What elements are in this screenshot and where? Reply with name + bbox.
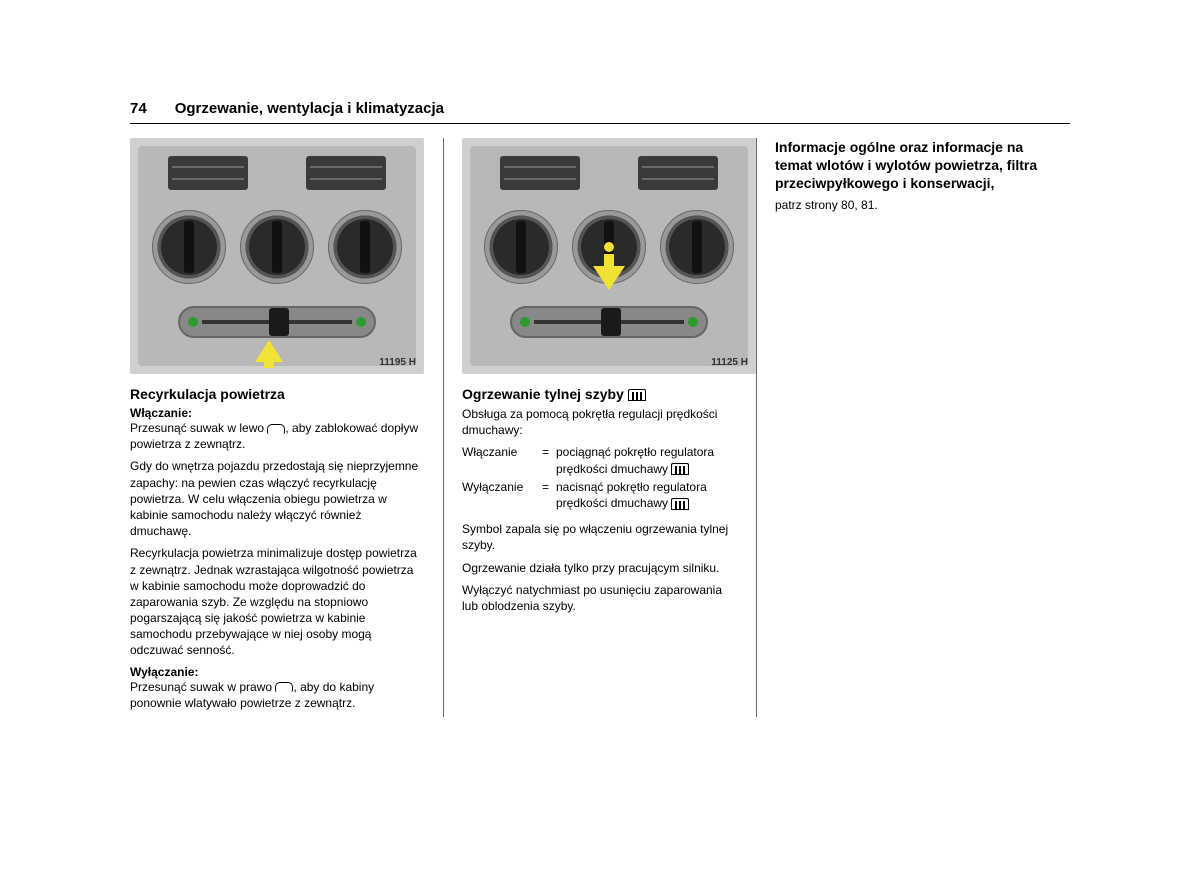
text-off-instruction: Przesunąć suwak w prawo , aby do kabiny … <box>130 679 425 711</box>
illustration-defrost: 11125 H <box>462 138 756 374</box>
slider-icon <box>510 306 708 338</box>
text-fragment: pociągnąć pokrętło regulatora prędkości … <box>556 445 714 475</box>
text-humidity-warning: Recyrkulacja powietrza minimalizuje dost… <box>130 545 425 658</box>
column-2: 11125 H Ogrzewanie tylnej szyby Obsługa … <box>443 138 756 717</box>
knob-icon <box>480 206 562 288</box>
rear-defrost-icon <box>628 389 646 401</box>
definition-off: Wyłączanie = nacisnąć pokrętło regulator… <box>462 479 738 511</box>
label-off: Wyłączanie: <box>130 665 425 679</box>
definition-on: Włączanie = pociągnąć pokrętło regulator… <box>462 444 738 476</box>
text-indicator: Symbol zapala się po włączeniu ogrzewani… <box>462 521 738 553</box>
equals-sign: = <box>542 444 556 476</box>
heading-text: Ogrzewanie tylnej szyby <box>462 386 628 402</box>
text-switch-off: Wyłączyć natychmiast po usunięciu zaparo… <box>462 582 738 614</box>
section-heading-recirc: Recyrkulacja powietrza <box>130 386 425 402</box>
manual-page: 74 Ogrzewanie, wentylacja i klimatyzacja <box>130 100 1070 717</box>
page-number: 74 <box>130 100 147 117</box>
knob-icon <box>656 206 738 288</box>
recirculation-icon <box>267 424 285 434</box>
text-operation: Obsługa za pomocą pokrętła regulacji prę… <box>462 406 738 438</box>
page-reference: patrz strony 80, 81. <box>775 197 1051 213</box>
def-value: pociągnąć pokrętło regulatora prędkości … <box>556 444 738 476</box>
section-heading-defrost: Ogrzewanie tylnej szyby <box>462 386 738 402</box>
def-value: nacisnąć pokrętło regulatora prędkości d… <box>556 479 738 511</box>
def-term: Włączanie <box>462 444 542 476</box>
text-on-instruction: Przesunąć suwak w lewo , aby zablokować … <box>130 420 425 452</box>
page-header: 74 Ogrzewanie, wentylacja i klimatyzacja <box>130 100 1070 124</box>
rear-defrost-icon <box>671 463 689 475</box>
knob-icon <box>148 206 230 288</box>
column-1: 11195 H Recyrkulacja powietrza Włączanie… <box>130 138 443 717</box>
illustration-code: 11125 H <box>711 357 748 368</box>
vent-icon <box>500 156 580 190</box>
recirculation-icon <box>275 682 293 692</box>
text-fragment: Przesunąć suwak w prawo <box>130 680 275 694</box>
slider-icon <box>178 306 376 338</box>
illustration-code: 11195 H <box>379 357 416 368</box>
vent-icon <box>168 156 248 190</box>
knob-icon <box>236 206 318 288</box>
info-heading: Informacje ogólne oraz informacje na tem… <box>775 138 1051 193</box>
vent-icon <box>306 156 386 190</box>
content-columns: 11195 H Recyrkulacja powietrza Włączanie… <box>130 138 1070 717</box>
knob-icon <box>324 206 406 288</box>
text-odor-note: Gdy do wnętrza pojazdu przedostają się n… <box>130 458 425 539</box>
illustration-recirc: 11195 H <box>130 138 424 374</box>
text-fragment: Przesunąć suwak w lewo <box>130 421 267 435</box>
def-term: Wyłączanie <box>462 479 542 511</box>
arrow-stem-icon <box>604 254 614 270</box>
label-on: Włączanie: <box>130 406 425 420</box>
rear-defrost-icon <box>671 498 689 510</box>
equals-sign: = <box>542 479 556 511</box>
arrow-stem-icon <box>264 356 274 368</box>
column-3: Informacje ogólne oraz informacje na tem… <box>756 138 1069 717</box>
chapter-title: Ogrzewanie, wentylacja i klimatyzacja <box>175 100 444 117</box>
vent-icon <box>638 156 718 190</box>
text-engine-note: Ogrzewanie działa tylko przy pracującym … <box>462 560 738 576</box>
